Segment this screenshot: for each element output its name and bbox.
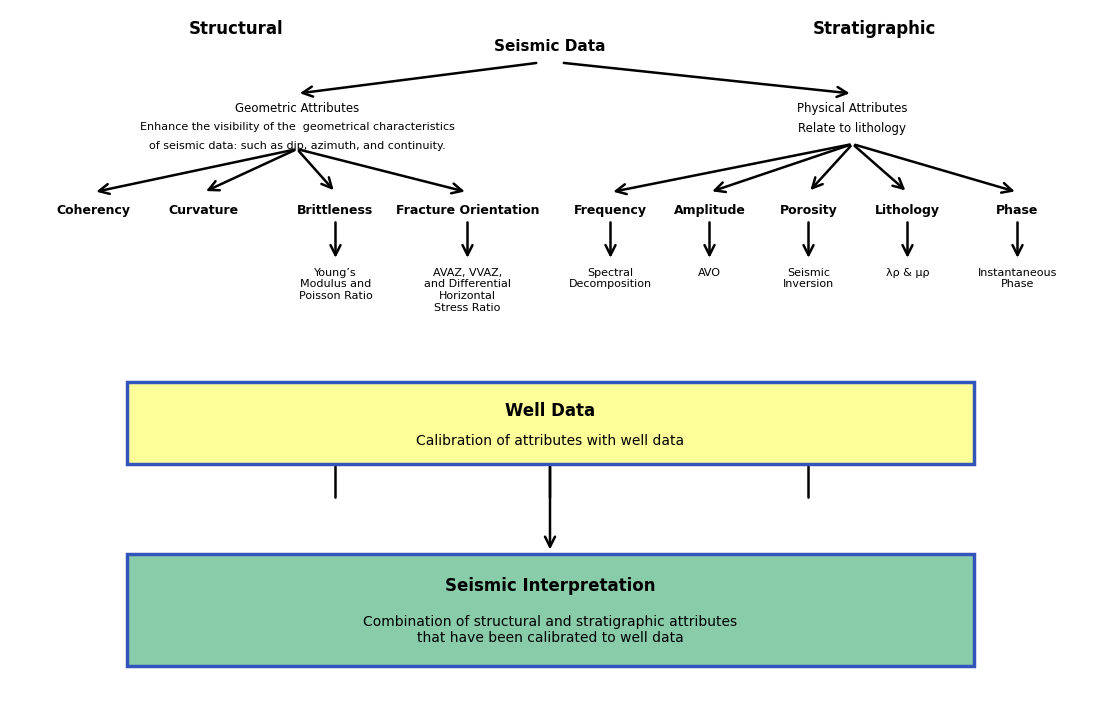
- Text: Well Data: Well Data: [505, 402, 595, 420]
- Text: Coherency: Coherency: [56, 204, 131, 217]
- Text: Seismic
Inversion: Seismic Inversion: [783, 268, 834, 289]
- Text: AVO: AVO: [698, 268, 720, 278]
- Text: Frequency: Frequency: [574, 204, 647, 217]
- Text: Seismic Data: Seismic Data: [494, 40, 606, 54]
- Text: λρ & μρ: λρ & μρ: [886, 268, 929, 278]
- Text: Instantaneous
Phase: Instantaneous Phase: [978, 268, 1057, 289]
- FancyBboxPatch shape: [126, 554, 974, 666]
- Text: Porosity: Porosity: [780, 204, 837, 217]
- Text: AVAZ, VVAZ,
and Differential
Horizontal
Stress Ratio: AVAZ, VVAZ, and Differential Horizontal …: [424, 268, 512, 312]
- Text: Brittleness: Brittleness: [297, 204, 374, 217]
- Text: Young’s
Modulus and
Poisson Ratio: Young’s Modulus and Poisson Ratio: [298, 268, 373, 301]
- Text: Curvature: Curvature: [168, 204, 239, 217]
- Text: Geometric Attributes: Geometric Attributes: [235, 102, 359, 115]
- Text: of seismic data: such as dip, azimuth, and continuity.: of seismic data: such as dip, azimuth, a…: [148, 141, 446, 151]
- Text: Lithology: Lithology: [874, 204, 940, 217]
- FancyBboxPatch shape: [126, 382, 974, 464]
- Text: Combination of structural and stratigraphic attributes
that have been calibrated: Combination of structural and stratigrap…: [363, 615, 737, 645]
- Text: Fracture Orientation: Fracture Orientation: [396, 204, 539, 217]
- Text: Amplitude: Amplitude: [673, 204, 746, 217]
- Text: Calibration of attributes with well data: Calibration of attributes with well data: [416, 434, 684, 449]
- Text: Phase: Phase: [997, 204, 1038, 217]
- Text: Relate to lithology: Relate to lithology: [799, 122, 906, 135]
- Text: Stratigraphic: Stratigraphic: [813, 20, 936, 38]
- Text: Physical Attributes: Physical Attributes: [798, 102, 908, 115]
- Text: Structural: Structural: [189, 20, 284, 38]
- Text: Enhance the visibility of the  geometrical characteristics: Enhance the visibility of the geometrica…: [140, 122, 454, 132]
- Text: Seismic Interpretation: Seismic Interpretation: [444, 577, 656, 595]
- Text: Spectral
Decomposition: Spectral Decomposition: [569, 268, 652, 289]
